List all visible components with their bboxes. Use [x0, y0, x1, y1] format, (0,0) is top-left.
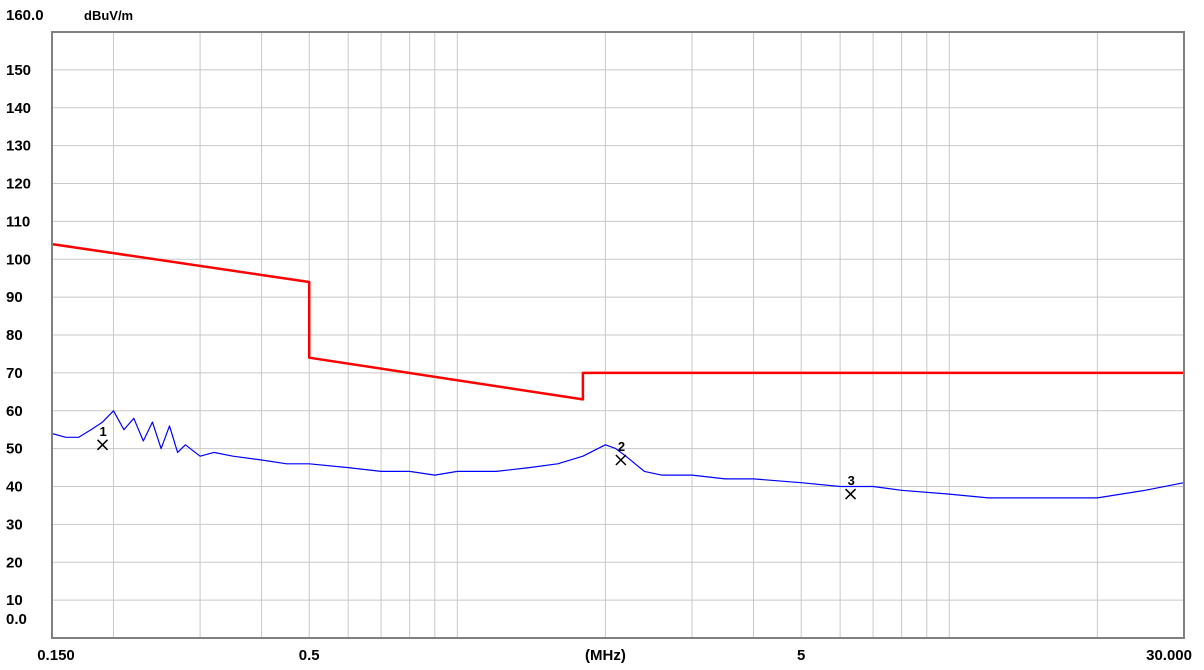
measurement-trace-layer — [51, 410, 1185, 499]
marker-1-label: 1 — [100, 424, 107, 439]
x-tick-label: 0.5 — [299, 647, 320, 664]
y-tick-label: 80 — [6, 327, 23, 344]
marker-1-cross — [96, 439, 109, 451]
y-tick-label: 30 — [6, 516, 23, 533]
y-min-label: 0.0 — [6, 611, 27, 628]
y-tick-label: 20 — [6, 554, 23, 571]
marker-2-label: 2 — [618, 439, 625, 454]
marker-layer: 1 2 3 — [96, 424, 857, 500]
x-tick-label: 0.150 — [37, 647, 75, 664]
limit-line — [51, 242, 1184, 401]
plot-frame — [51, 31, 1185, 639]
y-tick-label: 140 — [6, 100, 31, 117]
limit-line-layer — [51, 242, 1184, 401]
y-tick-label: 70 — [6, 365, 23, 382]
grid-lines — [52, 32, 1184, 638]
marker-2-cross — [615, 454, 627, 466]
marker-3-label: 3 — [848, 473, 855, 488]
y-tick-label: 100 — [6, 251, 31, 268]
y-tick-label: 150 — [6, 62, 31, 79]
x-tick-label: 30.000 — [1146, 647, 1192, 664]
y-tick-label: 40 — [6, 479, 23, 496]
y-tick-label: 10 — [6, 592, 23, 609]
y-tick-label: 130 — [6, 138, 31, 155]
y-tick-label: 120 — [6, 176, 31, 193]
y-tick-label: 110 — [6, 213, 30, 230]
x-tick-label: (MHz) — [585, 647, 626, 664]
y-tick-label: 50 — [6, 441, 23, 458]
y-tick-label: 90 — [6, 289, 23, 306]
y-unit-label: dBuV/m — [84, 8, 133, 23]
y-max-label: 160.0 — [6, 7, 44, 24]
measurement-trace — [51, 410, 1185, 499]
x-tick-label: 5 — [797, 647, 805, 664]
axis-labels: 160.0 dBuV/m 0.0 10203040506070809010011… — [6, 7, 1192, 664]
marker-3-cross — [845, 488, 857, 500]
y-tick-label: 60 — [6, 403, 23, 420]
